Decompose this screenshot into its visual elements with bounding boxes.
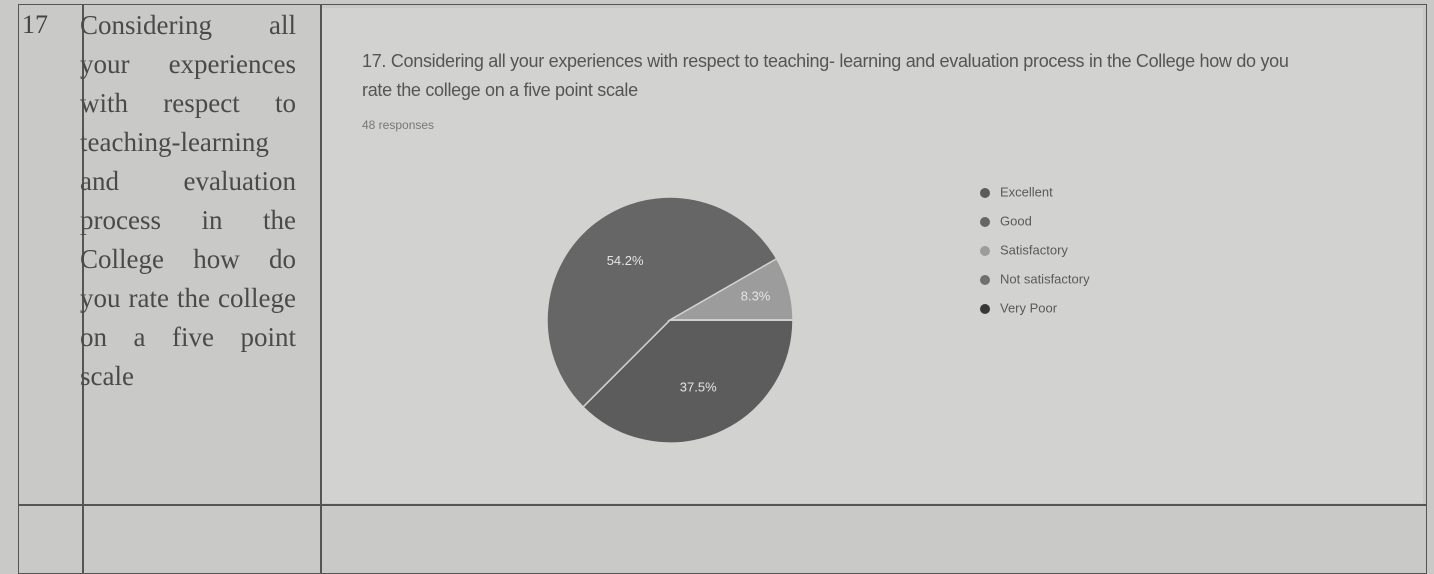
page: 17 Considering all your experiences with… — [18, 4, 1427, 574]
legend-label: Very Poor — [1000, 300, 1058, 315]
chart-subtitle: 48 responses — [362, 118, 435, 132]
legend-marker — [980, 275, 990, 285]
slice-label: 8.3% — [741, 289, 771, 304]
chart-panel — [322, 8, 1423, 503]
chart: 37.5% 54.2% 8.3% Excellent Good Satisfactory N… — [546, 184, 1090, 444]
pie-slice — [581, 319, 794, 444]
legend-label: Not satisfactory — [1000, 271, 1090, 286]
table-cell — [18, 4, 84, 506]
legend-marker — [980, 217, 990, 227]
slice-label: 37.5% — [680, 380, 717, 395]
table-cell — [320, 4, 1427, 506]
slice-label: 54.2% — [607, 253, 644, 268]
legend-marker — [980, 188, 990, 198]
legend-marker — [980, 246, 990, 256]
row-number: 17 — [22, 10, 48, 39]
legend-label: Excellent — [1000, 184, 1053, 199]
legend-marker — [980, 304, 990, 314]
question: Considering all your experiences with re… — [80, 10, 296, 391]
legend-label: Satisfactory — [1000, 242, 1068, 257]
chart-title: 17. Considering all your experiences wit… — [362, 51, 1289, 100]
pie-slice — [546, 196, 778, 409]
legend-label: Good — [1000, 213, 1032, 228]
table-cell — [82, 4, 322, 506]
